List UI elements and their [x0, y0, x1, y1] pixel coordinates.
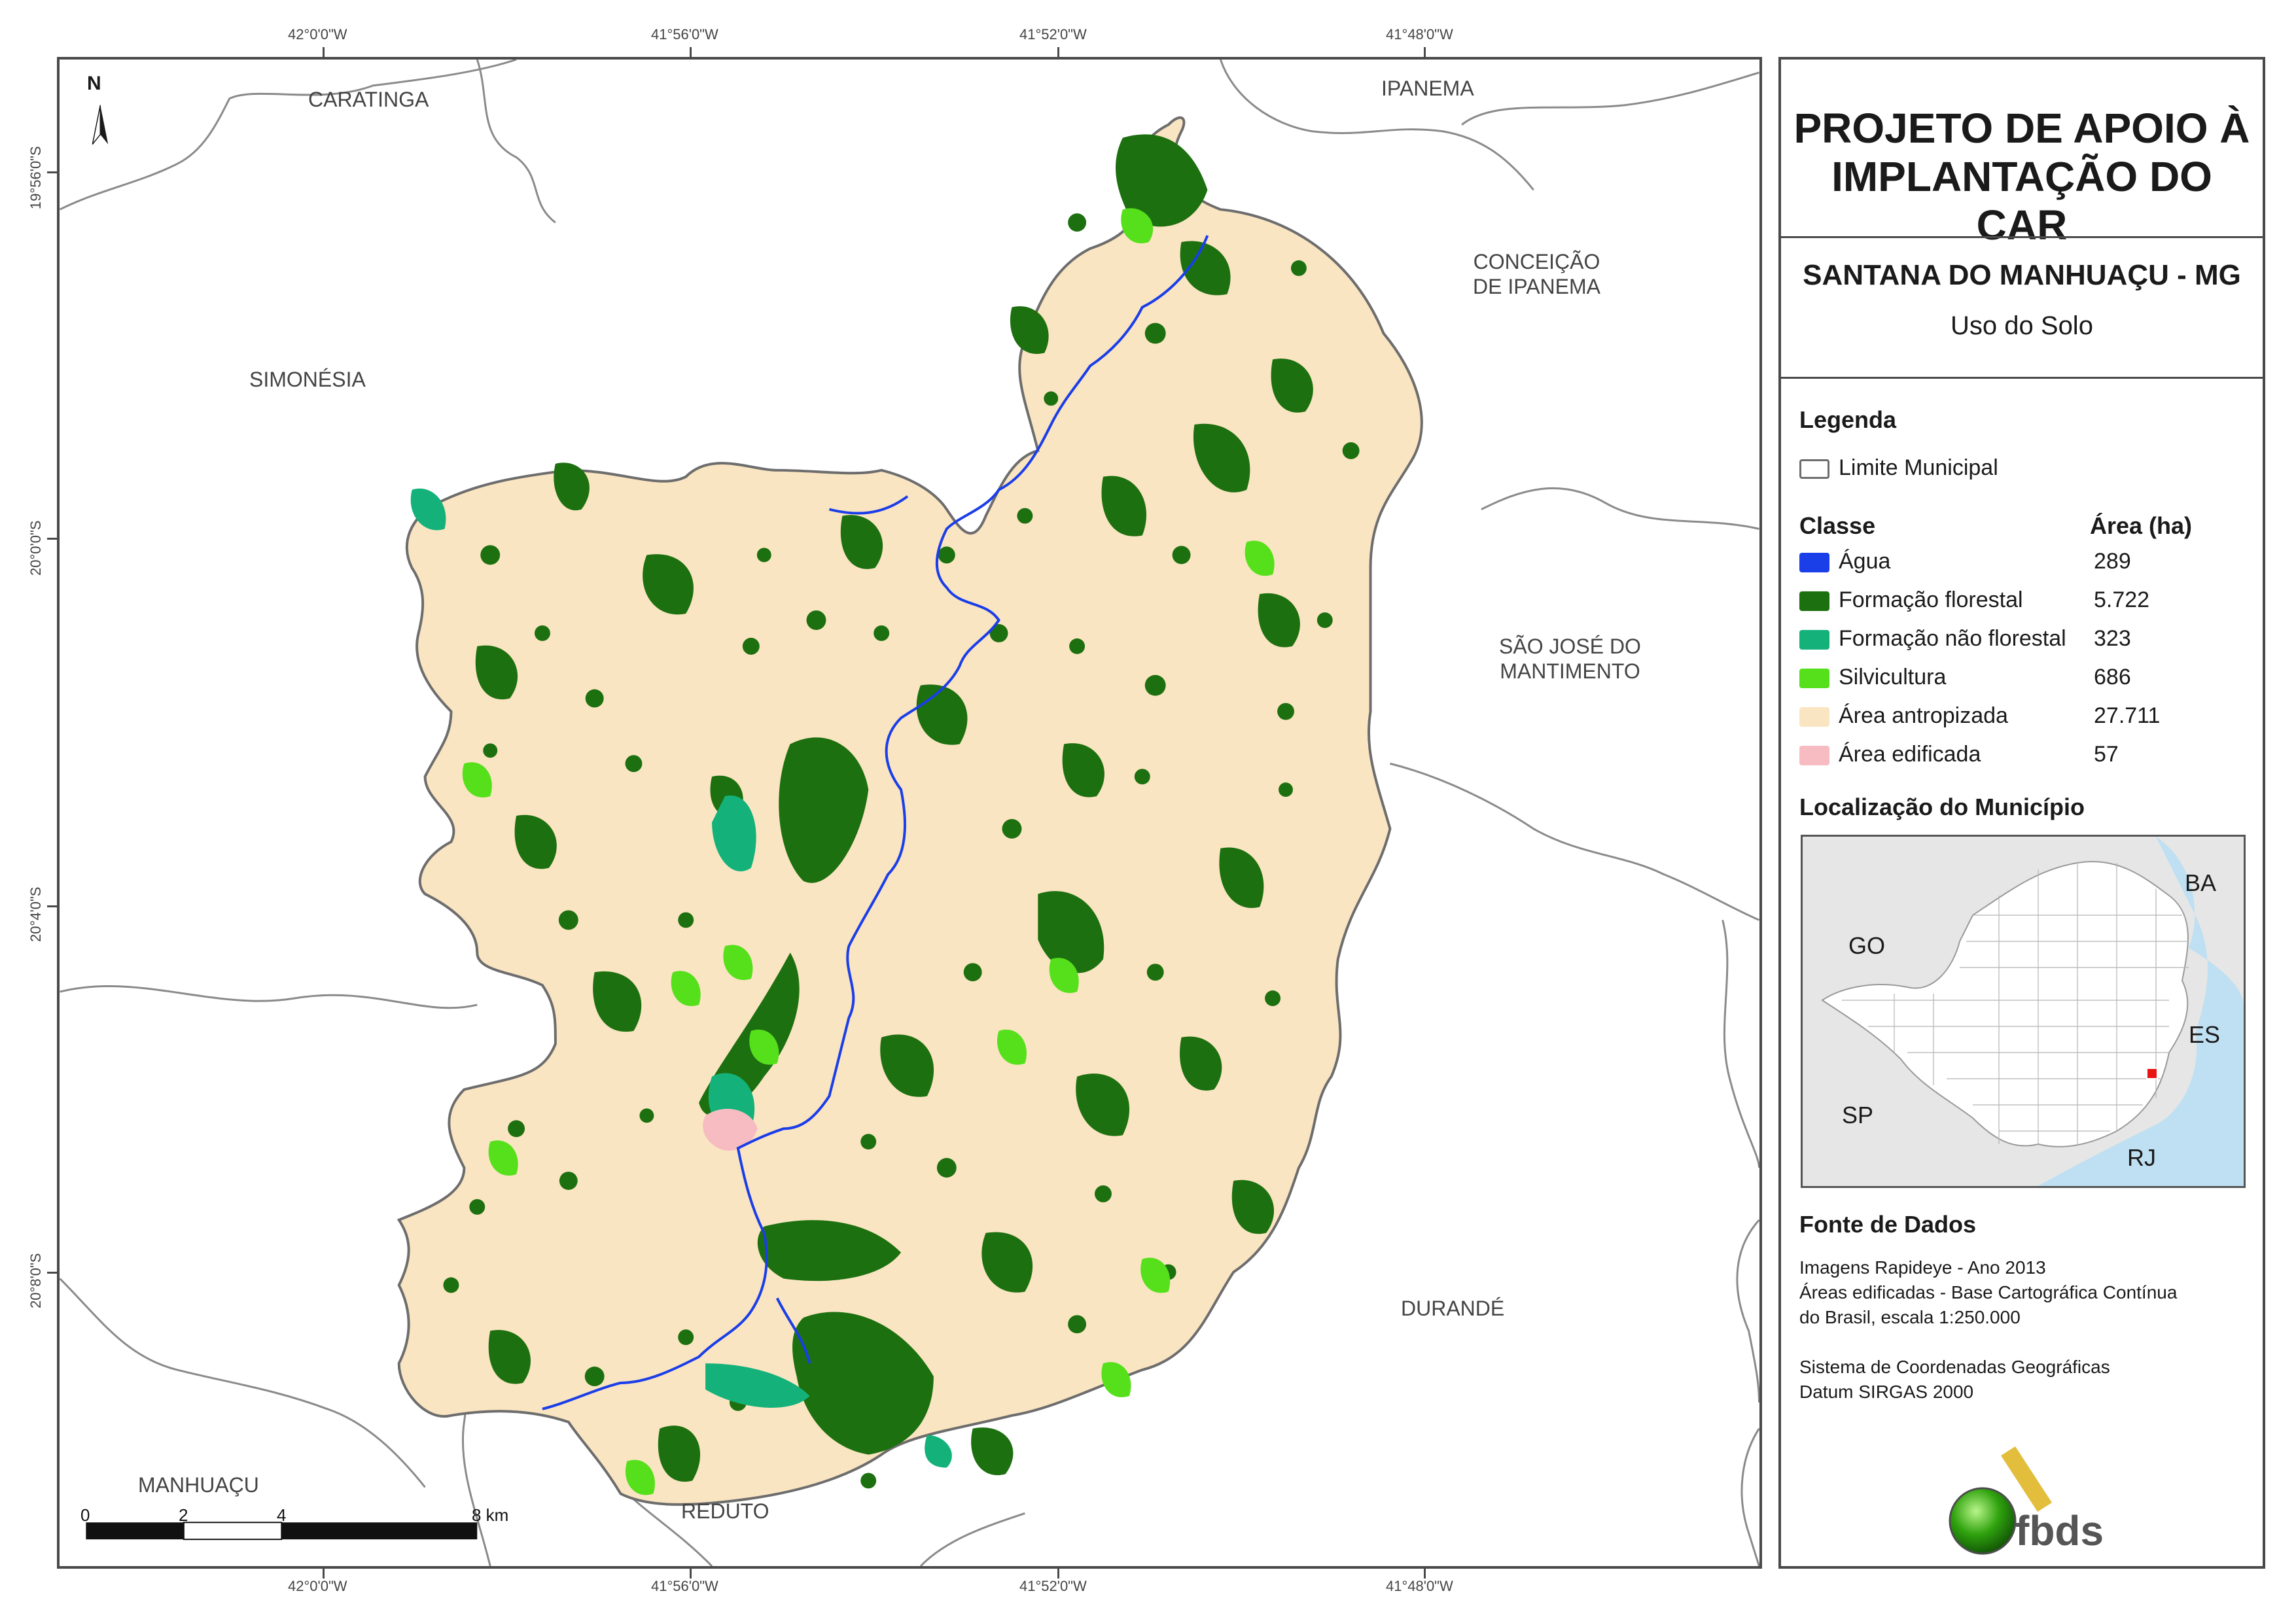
- north-label: N: [87, 73, 101, 94]
- coord-bottom-4: 41°48'0"W: [1386, 1578, 1453, 1594]
- tick-bottom-4: [1424, 1568, 1426, 1579]
- state-label-rj: RJ: [2127, 1144, 2156, 1171]
- boundary-swatch: [1799, 459, 1829, 479]
- map-theme: Uso do Solo: [1951, 311, 2093, 340]
- state-label-ba: BA: [2185, 869, 2217, 896]
- scale-bar: [86, 1522, 478, 1541]
- fbds-logo: fbds: [1937, 1446, 2133, 1558]
- neighbor-manhuacu: MANHUAÇU: [138, 1473, 259, 1497]
- state-label-es: ES: [2189, 1021, 2221, 1048]
- location-heading: Localização do Município: [1799, 794, 2085, 820]
- class-area: 323: [2094, 626, 2131, 651]
- scale-label-4: 4: [277, 1505, 287, 1525]
- class-area: 5.722: [2094, 587, 2150, 612]
- tick-bottom-3: [1057, 1568, 1059, 1579]
- forest-patches: [475, 134, 1313, 1482]
- coord-top-2: 41°56'0"W: [651, 26, 718, 43]
- fbds-logo-mark: [1949, 1446, 2052, 1555]
- source-line-6: Datum SIRGAS 2000: [1799, 1382, 1974, 1402]
- tick-top-4: [1424, 47, 1426, 58]
- fbds-logo-text: fbds: [2015, 1507, 2104, 1554]
- land-use-map[interactable]: [60, 60, 1759, 1566]
- minas-gerais: [1821, 861, 2189, 1147]
- class-label: Área antropizada: [1839, 703, 2008, 728]
- coord-top-4: 41°48'0"W: [1386, 26, 1453, 43]
- municipality-polygon: [397, 116, 1423, 1506]
- source-line-1: Imagens Rapideye - Ano 2013: [1799, 1257, 2046, 1278]
- class-label: Formação florestal: [1839, 587, 2023, 612]
- tick-top-1: [323, 47, 325, 58]
- class-label: Silvicultura: [1839, 665, 1947, 689]
- tick-left-3: [47, 905, 58, 907]
- nao-florestal-swatch: [1799, 630, 1829, 650]
- class-area: 57: [2094, 742, 2119, 767]
- neighbor-reduto: REDUTO: [681, 1499, 769, 1523]
- source-line-2: Áreas edificadas - Base Cartográfica Con…: [1799, 1282, 2178, 1302]
- class-area: 686: [2094, 665, 2131, 689]
- class-area: 27.711: [2094, 703, 2161, 728]
- scale-label-0: 0: [80, 1505, 90, 1525]
- silvicultura-swatch: [1799, 669, 1829, 688]
- tick-bottom-1: [323, 1568, 325, 1579]
- rivers: [542, 235, 1209, 1410]
- florestal-swatch: [1799, 591, 1829, 611]
- tick-top-2: [690, 47, 692, 58]
- source-line-3: do Brasil, escala 1:250.000: [1799, 1307, 2021, 1327]
- state-label-go: GO: [1848, 932, 1886, 959]
- inset-svg: [1821, 837, 2244, 1186]
- state-label-sp: SP: [1842, 1102, 1874, 1128]
- info-panel: PROJETO DE APOIO À IMPLANTAÇÃO DO CAR SA…: [1778, 57, 2265, 1569]
- coord-bottom-2: 41°56'0"W: [651, 1578, 718, 1594]
- coord-top-3: 41°52'0"W: [1019, 26, 1087, 43]
- neighbor-caratinga: CARATINGA: [308, 88, 429, 111]
- sources-heading: Fonte de Dados: [1799, 1211, 1977, 1238]
- neighbor-conceicao: CONCEIÇÃO DE IPANEMA: [1473, 250, 1600, 298]
- tick-left-1: [47, 171, 58, 173]
- coord-top-1: 42°0'0"W: [288, 26, 347, 43]
- coord-bottom-1: 42°0'0"W: [288, 1578, 347, 1594]
- area-heading: Área (ha): [2090, 512, 2193, 539]
- coord-bottom-3: 41°52'0"W: [1019, 1578, 1087, 1594]
- silviculture-patches: [462, 208, 1275, 1495]
- edificada-swatch: [1799, 746, 1829, 765]
- coord-left-4: 20°8'0"S: [27, 1253, 44, 1308]
- tick-left-2: [47, 538, 58, 540]
- antropizada-swatch: [1799, 707, 1829, 727]
- scale-label-8: 8 km: [472, 1505, 509, 1525]
- neighbor-simonesia: SIMONÉSIA: [249, 368, 366, 391]
- class-area: 289: [2094, 549, 2131, 574]
- divider-2: [1781, 377, 2263, 379]
- map-frame[interactable]: CARATINGA IPANEMA CONCEIÇÃO DE IPANEMA S…: [57, 57, 1762, 1569]
- neighbor-sao-jose: SÃO JOSÉ DO MANTIMENTO: [1499, 635, 1641, 683]
- tick-top-3: [1057, 47, 1059, 58]
- location-inset-map[interactable]: BA GO ES SP RJ: [1801, 835, 2246, 1188]
- north-arrow: [92, 105, 109, 145]
- coord-left-1: 19°56'0"S: [27, 146, 44, 209]
- ocean: [2038, 837, 2244, 1186]
- boundary-label: Limite Municipal: [1839, 455, 1998, 480]
- neighbor-durande: DURANDÉ: [1401, 1297, 1505, 1320]
- municipality-marker: [2146, 1068, 2158, 1079]
- class-label: Formação não florestal: [1839, 626, 2066, 651]
- coord-left-3: 20°4'0"S: [27, 886, 44, 942]
- neighbor-ipanema: IPANEMA: [1381, 77, 1474, 100]
- source-line-5: Sistema de Coordenadas Geográficas: [1799, 1357, 2110, 1377]
- municipality-title: SANTANA DO MANHUAÇU - MG: [1803, 259, 2241, 291]
- legend-heading: Legenda: [1799, 406, 1897, 433]
- agua-swatch: [1799, 553, 1829, 572]
- inset-municipal-grid: [1842, 863, 2189, 1144]
- scale-label-2: 2: [179, 1505, 188, 1525]
- class-heading: Classe: [1799, 512, 1876, 539]
- tick-bottom-2: [690, 1568, 692, 1579]
- class-label: Água: [1839, 549, 1891, 574]
- coord-left-2: 20°0'0"S: [27, 520, 44, 576]
- urban-area: [703, 1109, 758, 1151]
- forest-dots: [443, 213, 1360, 1489]
- divider-1: [1781, 236, 2263, 238]
- project-title: PROJETO DE APOIO À IMPLANTAÇÃO DO CAR: [1793, 105, 2250, 249]
- tick-left-4: [47, 1272, 58, 1274]
- class-label: Área edificada: [1839, 742, 1981, 767]
